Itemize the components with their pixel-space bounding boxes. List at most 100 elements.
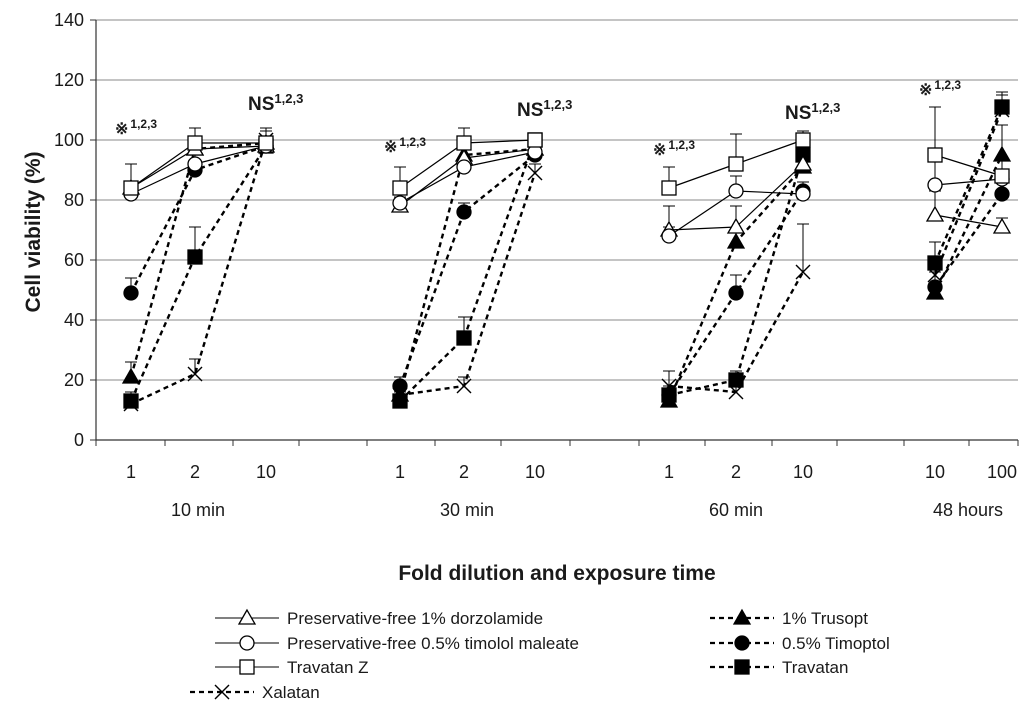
series-line bbox=[934, 193, 1003, 288]
legend-item: Travatan bbox=[710, 658, 848, 677]
legend-label: Preservative-free 0.5% timolol maleate bbox=[287, 634, 579, 653]
y-tick-label: 140 bbox=[54, 10, 84, 30]
svg-text:※1,2,3: ※ 1,2,3 bbox=[384, 135, 426, 156]
x-tick-label: 10 bbox=[256, 462, 276, 482]
data-point bbox=[927, 177, 943, 193]
data-point bbox=[456, 159, 472, 175]
significance-annotation: ※ 1,2,3 bbox=[653, 138, 695, 159]
legend-label: Preservative-free 1% dorzolamide bbox=[287, 609, 543, 628]
data-point bbox=[187, 366, 203, 382]
data-point bbox=[925, 205, 945, 222]
data-point bbox=[392, 195, 408, 211]
y-tick-label: 0 bbox=[74, 430, 84, 450]
legend-item: 0.5% Timoptol bbox=[710, 634, 890, 653]
significance-annotation: ※ 1,2,3 bbox=[919, 78, 961, 99]
data-point bbox=[456, 204, 472, 220]
legend-marker bbox=[734, 635, 750, 651]
data-point bbox=[123, 180, 139, 196]
legend-item: 1% Trusopt bbox=[710, 608, 868, 628]
series-line bbox=[933, 109, 1004, 276]
data-point bbox=[527, 132, 543, 148]
legend-item: Travatan Z bbox=[215, 658, 369, 677]
data-point bbox=[927, 147, 943, 163]
data-point bbox=[123, 285, 139, 301]
legend-item: Preservative-free 1% dorzolamide bbox=[215, 608, 543, 628]
legend-label: Xalatan bbox=[262, 683, 320, 702]
series-travatan bbox=[125, 91, 1008, 402]
series-line bbox=[399, 139, 537, 402]
data-point bbox=[994, 186, 1010, 202]
x-tick-label: 1 bbox=[395, 462, 405, 482]
data-point bbox=[392, 180, 408, 196]
data-point bbox=[527, 165, 543, 181]
legend-label: 0.5% Timoptol bbox=[782, 634, 890, 653]
x-group-label: 48 hours bbox=[933, 500, 1003, 520]
data-point bbox=[187, 249, 203, 265]
annotations: ※ 1,2,3 ※ 1,2,3 ※ 1,2,3 ※ 1,2,3 NS1,2,3 NS1,2,3 NS… bbox=[115, 78, 961, 159]
x-tick-label: 10 bbox=[925, 462, 945, 482]
x-tick-label: 1 bbox=[664, 462, 674, 482]
data-point bbox=[661, 378, 677, 394]
data-point bbox=[726, 232, 746, 249]
gridlines bbox=[95, 19, 1018, 441]
y-axis-ticks: 0 20 40 60 80 100 120 140 bbox=[54, 10, 96, 450]
legend-label: 1% Trusopt bbox=[782, 609, 868, 628]
data-point bbox=[392, 378, 408, 394]
legend-marker bbox=[237, 608, 257, 625]
x-tick-label: 1 bbox=[126, 462, 136, 482]
data-point bbox=[728, 183, 744, 199]
data-point bbox=[456, 330, 472, 346]
legend-label: Travatan Z bbox=[287, 658, 369, 677]
svg-text:※1,2,3: ※ 1,2,3 bbox=[919, 78, 961, 99]
data-point bbox=[123, 393, 139, 409]
ns-annotation: NS1,2,3 bbox=[517, 97, 572, 121]
legend-marker bbox=[732, 608, 752, 625]
legend-label: Travatan bbox=[782, 658, 848, 677]
series-line bbox=[933, 154, 1004, 294]
y-tick-label: 80 bbox=[64, 190, 84, 210]
data-point bbox=[728, 285, 744, 301]
legend-marker bbox=[239, 635, 255, 651]
data-point bbox=[992, 217, 1012, 234]
data-point bbox=[456, 135, 472, 151]
y-tick-label: 100 bbox=[54, 130, 84, 150]
data-point bbox=[123, 396, 139, 412]
svg-text:※1,2,3: ※ 1,2,3 bbox=[115, 117, 157, 138]
series-line bbox=[130, 139, 268, 406]
x-tick-label: 10 bbox=[525, 462, 545, 482]
data-point bbox=[661, 180, 677, 196]
legend-marker bbox=[734, 659, 750, 675]
y-tick-label: 60 bbox=[64, 250, 84, 270]
ns-annotation: NS1,2,3 bbox=[248, 91, 303, 115]
data-point bbox=[392, 393, 408, 409]
series-line bbox=[668, 154, 805, 397]
series-line bbox=[398, 147, 536, 396]
svg-text:※1,2,3: ※ 1,2,3 bbox=[653, 138, 695, 159]
series-line bbox=[667, 190, 805, 396]
x-tick-label: 100 bbox=[987, 462, 1017, 482]
x-group-label: 60 min bbox=[709, 500, 763, 520]
data-point bbox=[927, 279, 943, 295]
x-tick-label: 2 bbox=[459, 462, 469, 482]
data-point bbox=[994, 102, 1010, 118]
data-point bbox=[661, 387, 677, 403]
data-point bbox=[795, 264, 811, 280]
x-axis-label: Fold dilution and exposure time bbox=[398, 562, 715, 585]
data-point bbox=[661, 228, 677, 244]
x-tick-label: 10 bbox=[793, 462, 813, 482]
x-group-label: 10 min bbox=[171, 500, 225, 520]
legend-marker bbox=[214, 684, 230, 700]
series-0-5-timoptol bbox=[125, 139, 1008, 396]
data-point bbox=[728, 372, 744, 388]
plot-series bbox=[121, 91, 1012, 412]
y-tick-label: 120 bbox=[54, 70, 84, 90]
data-point bbox=[992, 145, 1012, 162]
y-axis-label: Cell viability (%) bbox=[22, 151, 45, 312]
data-point bbox=[793, 154, 813, 171]
series-line bbox=[934, 214, 1003, 228]
data-point bbox=[994, 168, 1010, 184]
ns-annotation: NS1,2,3 bbox=[785, 100, 840, 124]
series-line bbox=[933, 106, 1004, 264]
data-point bbox=[728, 384, 744, 400]
